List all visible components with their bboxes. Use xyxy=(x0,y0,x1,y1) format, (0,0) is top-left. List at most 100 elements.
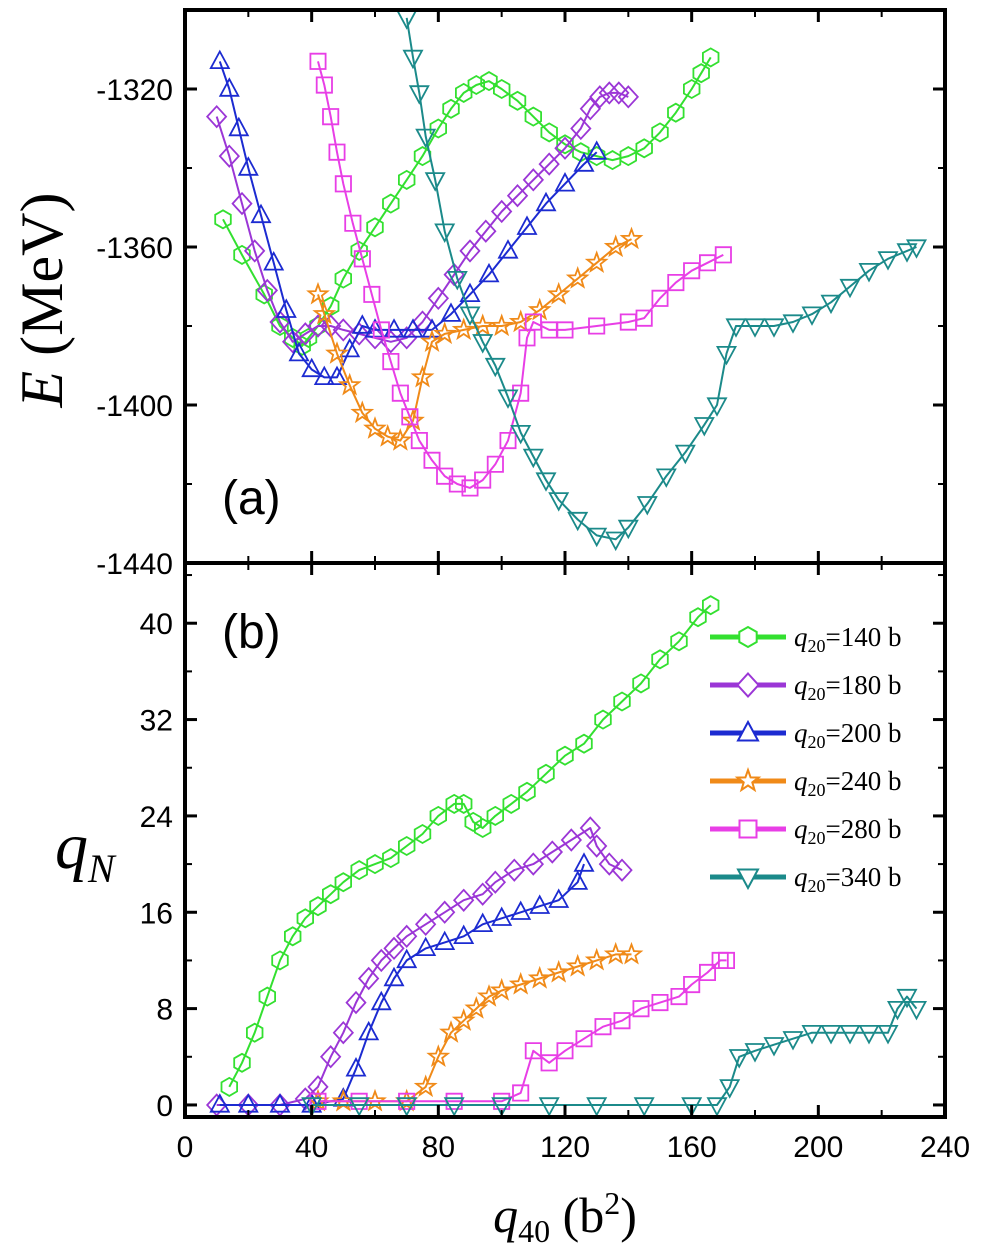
data-point xyxy=(538,1097,560,1117)
panel-a: -1440 -1400 -1360 -1320 (a) E (MeV) xyxy=(9,8,947,581)
data-point xyxy=(524,106,542,127)
data-point xyxy=(440,302,462,322)
data-point xyxy=(233,244,251,265)
data-point xyxy=(350,400,375,424)
data-point xyxy=(334,175,352,193)
legend-marker xyxy=(736,719,760,742)
data-point xyxy=(490,199,513,224)
legend: q20=140 b q20=180 b q20=200 b q20=240 b q20=… xyxy=(710,622,901,896)
series-5 xyxy=(301,988,928,1117)
data-point xyxy=(516,215,538,235)
data-point xyxy=(714,246,732,264)
data-point xyxy=(522,168,545,192)
data-point xyxy=(348,1097,370,1117)
data-point xyxy=(328,143,346,161)
data-point xyxy=(905,1001,928,1021)
data-point xyxy=(619,313,637,331)
data-point xyxy=(309,896,327,917)
y-tick-label: -1360 xyxy=(96,232,173,265)
data-point xyxy=(382,193,400,214)
data-point xyxy=(598,81,621,105)
data-point xyxy=(332,318,355,342)
data-point xyxy=(575,1030,593,1048)
data-point xyxy=(398,835,416,857)
data-point xyxy=(540,1054,558,1072)
data-point xyxy=(231,191,253,216)
data-point xyxy=(706,1097,728,1117)
data-point xyxy=(301,1097,323,1117)
data-point xyxy=(402,318,424,338)
data-point xyxy=(801,306,823,326)
data-point xyxy=(508,309,533,333)
data-point xyxy=(535,472,557,492)
data-point xyxy=(446,271,468,291)
data-point xyxy=(443,1097,465,1117)
data-point xyxy=(502,793,520,814)
data-point xyxy=(744,318,766,338)
data-point xyxy=(382,353,400,371)
y-tick-label: -1320 xyxy=(96,74,173,107)
data-point xyxy=(820,1025,842,1045)
data-point xyxy=(478,262,500,283)
data-point xyxy=(546,281,571,305)
data-point xyxy=(567,870,589,890)
data-point xyxy=(309,1092,327,1110)
data-point xyxy=(459,239,481,263)
panel-b-series xyxy=(205,595,928,1117)
series-line xyxy=(317,61,724,489)
data-point xyxy=(413,1074,438,1098)
data-point xyxy=(579,97,602,121)
series-0 xyxy=(220,595,720,1097)
data-point xyxy=(433,900,456,924)
data-point xyxy=(339,337,361,358)
data-point xyxy=(567,511,589,532)
data-point xyxy=(541,840,564,864)
data-point xyxy=(214,209,232,230)
data-point xyxy=(269,310,291,334)
data-point xyxy=(470,313,495,337)
data-point xyxy=(497,239,519,259)
data-point xyxy=(372,321,390,339)
data-point xyxy=(337,372,362,396)
data-point xyxy=(565,266,590,289)
data-point xyxy=(353,250,371,268)
data-point xyxy=(527,965,552,989)
data-point xyxy=(613,691,631,712)
data-point xyxy=(801,1025,823,1045)
data-point xyxy=(391,384,409,402)
panel-b-ticks: 0 8 16 24 32 40 xyxy=(140,563,947,1123)
data-point xyxy=(537,763,555,784)
data-point xyxy=(453,924,475,944)
data-point xyxy=(486,455,504,473)
data-point xyxy=(467,74,485,96)
data-point xyxy=(415,128,437,149)
series-5 xyxy=(396,10,928,552)
series-line xyxy=(216,827,623,1106)
legend-label: q20=240 b xyxy=(794,766,901,800)
data-point xyxy=(489,313,514,337)
data-point xyxy=(565,953,590,977)
data-point xyxy=(348,322,370,346)
data-point xyxy=(858,1025,880,1045)
data-point xyxy=(588,317,606,335)
legend-label: q20=280 b xyxy=(794,814,901,848)
data-point xyxy=(395,924,418,949)
data-point xyxy=(702,47,720,68)
data-point xyxy=(683,262,701,280)
data-point xyxy=(388,428,413,451)
x-tick-label: 0 xyxy=(177,1131,194,1164)
data-point xyxy=(237,156,259,176)
series-3 xyxy=(306,941,644,1112)
data-point xyxy=(350,1092,368,1110)
data-point xyxy=(556,745,574,766)
data-point xyxy=(683,976,701,994)
x-label-main: q xyxy=(493,1187,518,1243)
panel-a-y-axis-label: E (MeV) xyxy=(9,193,75,409)
series-3 xyxy=(306,226,644,451)
data-point xyxy=(370,990,392,1011)
data-point xyxy=(398,1092,416,1110)
data-point xyxy=(491,906,513,926)
data-point xyxy=(455,82,473,103)
data-point xyxy=(535,191,557,212)
data-point xyxy=(332,1020,355,1045)
